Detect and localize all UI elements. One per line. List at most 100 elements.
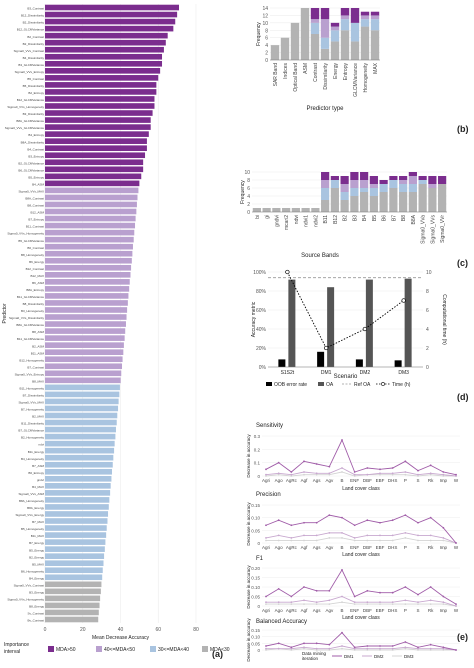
e-point: [429, 586, 432, 588]
a-y-tick-label: B2_Dissimilarity: [23, 21, 45, 25]
e-line-dm2: [266, 645, 457, 651]
a-y-tick-label: ndvi: [38, 443, 44, 447]
e-point: [353, 537, 356, 539]
e-x-tick-label: Ags: [313, 545, 322, 550]
e-line-dm3: [266, 601, 457, 607]
b-bar-segment: [290, 22, 300, 60]
e-point: [366, 467, 369, 469]
e-point: [277, 601, 280, 604]
a-bar: [45, 433, 116, 440]
e-point: [290, 595, 293, 598]
b-bar-segment: [310, 22, 320, 34]
e-point: [265, 539, 267, 542]
a-bar: [45, 328, 126, 334]
e-point: [277, 647, 280, 650]
c-x-tick-label: ndvi: [294, 215, 300, 224]
a-y-tick-label: B3_Contrast: [27, 7, 44, 11]
e-point: [391, 645, 394, 647]
d-time-point: [401, 298, 406, 303]
a-x-tick-label: 40: [118, 627, 124, 633]
a-y-tick-label: B2_GLCMVariance: [18, 161, 44, 165]
e-point: [442, 471, 445, 473]
e-point: [328, 514, 331, 517]
d-legend-label: Ref OA: [354, 382, 371, 388]
e-point: [303, 599, 305, 602]
e-point: [391, 649, 394, 651]
e-point: [303, 642, 305, 645]
e-point: [353, 601, 356, 604]
c-bar-segment: [360, 192, 369, 212]
e-point: [290, 475, 293, 477]
e-y-tick-label: 0.15: [251, 503, 260, 508]
d-y-axis-label: Accuracy metric: [251, 301, 257, 337]
e-point: [404, 603, 407, 605]
e-point: [303, 473, 305, 476]
e-point: [341, 537, 343, 539]
d-y-tick-label: 0%: [259, 365, 267, 371]
d-y2-tick-label: 4: [426, 327, 429, 333]
e-point: [328, 649, 331, 651]
a-y-tick-label: B7_GLCMVariance: [18, 429, 44, 433]
a-bar: [45, 468, 113, 475]
a-bar: [45, 497, 110, 503]
e-point: [303, 471, 305, 473]
e-point: [265, 601, 267, 604]
e-subplot-title: Balanced Accuracy: [256, 619, 307, 625]
d-y2-tick-label: 0: [426, 365, 429, 371]
a-bar: [45, 349, 124, 356]
a-bar: [45, 574, 103, 581]
e-y-tick-label: 0: [257, 541, 260, 546]
c-x-tick-label: B11: [323, 215, 329, 224]
a-y-tick-label: Sigma0_VVs_MAX: [18, 401, 44, 405]
b-y-tick-label: 14: [262, 6, 268, 12]
a-bar: [45, 286, 130, 292]
a-bar: [45, 201, 137, 208]
e-point: [315, 603, 318, 605]
a-y-tick-label: B11_GLCMVariance: [17, 337, 44, 341]
c-y-tick-label: 8: [247, 178, 250, 184]
b-bar-segment: [330, 26, 340, 31]
c-bar-segment: [340, 184, 349, 192]
e-point: [265, 475, 267, 477]
a-y-tick-label: Sigma0_VVs_MAX: [18, 190, 44, 194]
e-x-tick-label: DBF: [363, 608, 372, 613]
b-bar-segment: [330, 30, 340, 42]
a-y-axis-label: Predictor: [2, 303, 8, 323]
e-point: [277, 534, 280, 537]
e-point: [315, 472, 318, 475]
e-point: [341, 595, 343, 598]
a-bar: [45, 243, 133, 250]
a-y-tick-label: B8_MAX: [32, 379, 44, 383]
e-point: [442, 649, 445, 651]
b-x-tick-label: Dissimilarity: [323, 63, 329, 90]
a-legend-swatch: [150, 646, 156, 652]
e-point: [341, 531, 343, 534]
e-line-dm3: [265, 648, 456, 651]
c-bar-segment: [350, 172, 359, 180]
a-y-tick-label: Sigma0_VVs_Energy: [15, 513, 44, 517]
e-point: [455, 649, 457, 651]
e-point: [379, 645, 381, 647]
e-x-tick-label: DHS: [388, 608, 398, 613]
b-x-tick-label: Entropy: [343, 63, 349, 81]
a-y-tick-label: B2_Contrast: [27, 35, 44, 39]
a-y-tick-label: B8A_Contrast: [25, 197, 44, 201]
c-bar-segment: [340, 176, 349, 184]
e-x-axis-label: Land cover class: [342, 486, 380, 492]
a-bar: [45, 75, 159, 81]
e-y-tick-label: 0.05: [251, 641, 260, 646]
b-bar-segment: [310, 19, 320, 23]
a-bar: [45, 145, 147, 152]
a-y-tick-label: B7_Homogeneity: [21, 408, 45, 412]
a-bar: [45, 377, 121, 384]
e-x-tick-label: S: [416, 545, 419, 550]
a-x-tick-label: 80: [193, 627, 199, 633]
a-y-tick-label: Sigma0_VVs_Homogeneity: [7, 597, 44, 601]
e-y-tick-label: 0: [257, 474, 260, 479]
c-x-tick-label: mcari2: [284, 215, 290, 230]
a-y-tick-label: B6_Entropy: [28, 471, 44, 475]
e-x-tick-label: P: [404, 608, 407, 613]
c-y-tick-label: 6: [247, 186, 250, 192]
e-point: [404, 531, 407, 534]
e-point: [417, 539, 419, 542]
